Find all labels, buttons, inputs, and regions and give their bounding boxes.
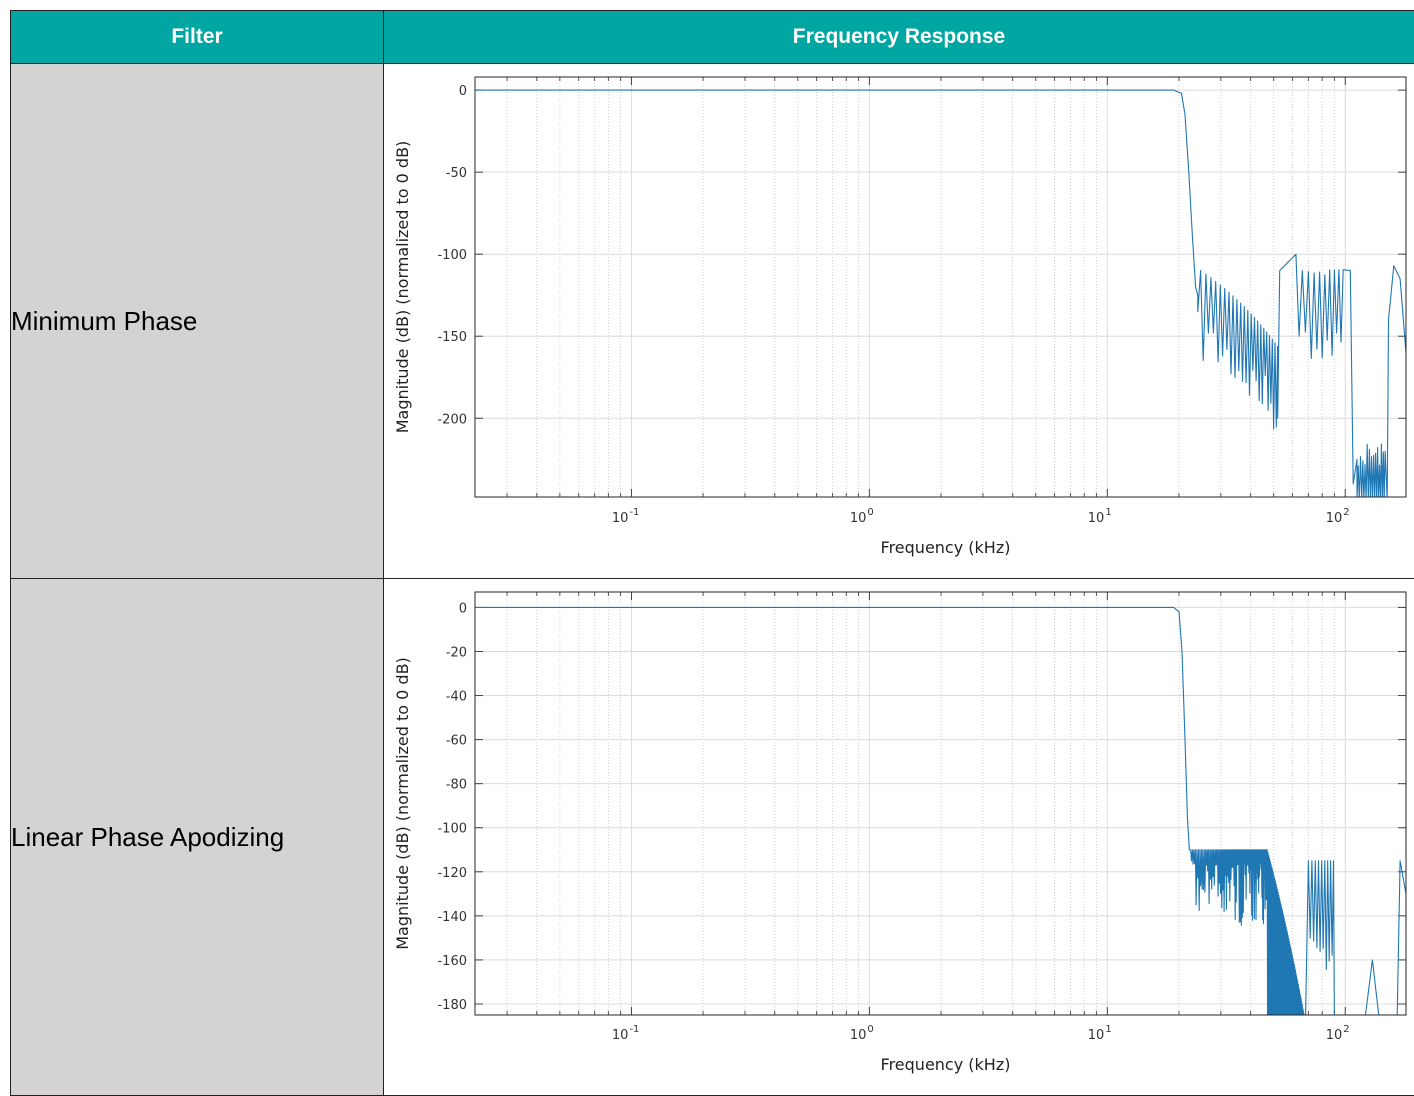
filter-table: Filter Frequency Response Minimum Phase … [10,10,1414,1096]
y-tick-label: 0 [459,601,467,616]
y-tick-label: -160 [437,954,467,969]
x-tick-label: 10 [1326,511,1343,526]
x-tick-exponent: 0 [867,1024,873,1035]
plot-cell-minimum-phase: 10 -1 10 0 10 1 10 2 0 -50 -100 -150 -200 Frequency (… [383,63,1414,579]
x-tick-exponent: 1 [1105,507,1111,518]
y-tick-label: -140 [437,910,467,925]
series-group [475,606,1406,1015]
x-tick-label: 10 [612,511,629,526]
x-axis-label: Frequency (kHz) [881,1055,1011,1074]
x-tick-label: 10 [1326,1028,1343,1043]
series-line [475,89,1406,497]
plot-cell-linear-phase-apodizing: 10 -1 10 0 10 1 10 2 0 -20 -40 -60 -80 -100 -120 -140 -1… [383,578,1414,1096]
x-tick-label: 10 [612,1028,629,1043]
x-tick-label: 10 [850,511,867,526]
y-axis-label: Magnitude (dB) (normalized to 0 dB) [393,657,412,950]
x-tick-exponent: -1 [629,507,639,518]
y-tick-label: -100 [437,822,467,837]
plot-frame [474,591,1407,1016]
grid [475,77,1406,497]
x-tick-label: 10 [850,1028,867,1043]
y-tick-label: -50 [446,166,467,181]
y-tick-label: -80 [446,778,467,793]
y-axis-label: Magnitude (dB) (normalized to 0 dB) [393,141,412,434]
filter-name-linear-phase-apodizing: Linear Phase Apodizing [10,578,384,1096]
y-tick-label: -100 [437,248,467,263]
x-tick-label: 10 [1088,511,1105,526]
x-tick-exponent: 2 [1343,1024,1349,1035]
y-tick-label: -20 [446,645,467,660]
y-tick-label: -40 [446,690,467,705]
y-tick-label: 0 [459,84,467,99]
x-tick-exponent: 1 [1105,1024,1111,1035]
frequency-response-header: Frequency Response [383,10,1414,64]
x-axis-label: Frequency (kHz) [881,538,1011,557]
y-tick-label: -120 [437,866,467,881]
series-group [475,89,1406,497]
filter-name-minimum-phase: Minimum Phase [10,63,384,579]
grid [475,592,1406,1015]
x-tick-exponent: -1 [629,1024,639,1035]
x-tick-exponent: 0 [867,507,873,518]
x-tick-exponent: 2 [1343,507,1349,518]
filter-header: Filter [10,10,384,64]
series-line [475,606,1406,1015]
y-tick-label: -60 [446,734,467,749]
y-tick-label: -180 [437,998,467,1013]
x-tick-label: 10 [1088,1028,1105,1043]
y-tick-label: -150 [437,330,467,345]
y-tick-label: -200 [437,412,467,427]
frequency-response-chart-linear-phase-apodizing: 10 -1 10 0 10 1 10 20-20-40-60-80-100-120-140-1… [393,591,1407,1074]
plot-frame [474,76,1407,498]
